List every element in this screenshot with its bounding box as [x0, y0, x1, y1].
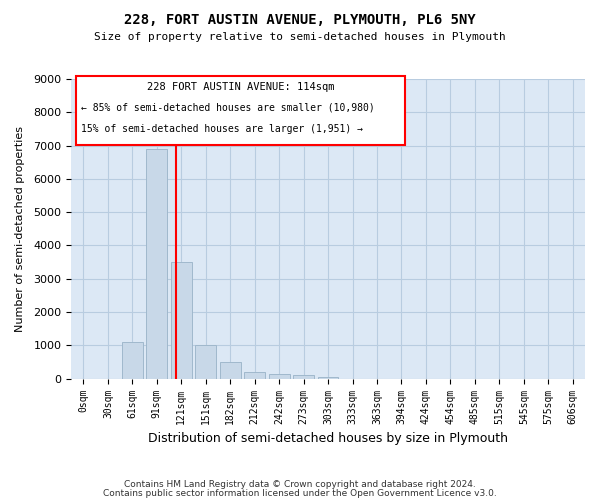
Bar	[293, 376, 314, 378]
Bar	[146, 149, 167, 378]
Bar	[220, 362, 241, 378]
Text: Contains public sector information licensed under the Open Government Licence v3: Contains public sector information licen…	[103, 489, 497, 498]
Bar	[244, 372, 265, 378]
Bar	[171, 262, 191, 378]
Bar	[122, 342, 143, 378]
Text: Size of property relative to semi-detached houses in Plymouth: Size of property relative to semi-detach…	[94, 32, 506, 42]
Bar	[269, 374, 290, 378]
Text: 228, FORT AUSTIN AVENUE, PLYMOUTH, PL6 5NY: 228, FORT AUSTIN AVENUE, PLYMOUTH, PL6 5…	[124, 12, 476, 26]
Text: ← 85% of semi-detached houses are smaller (10,980): ← 85% of semi-detached houses are smalle…	[82, 103, 375, 113]
Text: 15% of semi-detached houses are larger (1,951) →: 15% of semi-detached houses are larger (…	[82, 124, 364, 134]
Y-axis label: Number of semi-detached properties: Number of semi-detached properties	[15, 126, 25, 332]
Bar	[317, 377, 338, 378]
FancyBboxPatch shape	[76, 76, 405, 145]
Bar	[196, 346, 216, 378]
Text: Contains HM Land Registry data © Crown copyright and database right 2024.: Contains HM Land Registry data © Crown c…	[124, 480, 476, 489]
X-axis label: Distribution of semi-detached houses by size in Plymouth: Distribution of semi-detached houses by …	[148, 432, 508, 445]
Text: 228 FORT AUSTIN AVENUE: 114sqm: 228 FORT AUSTIN AVENUE: 114sqm	[147, 82, 334, 92]
